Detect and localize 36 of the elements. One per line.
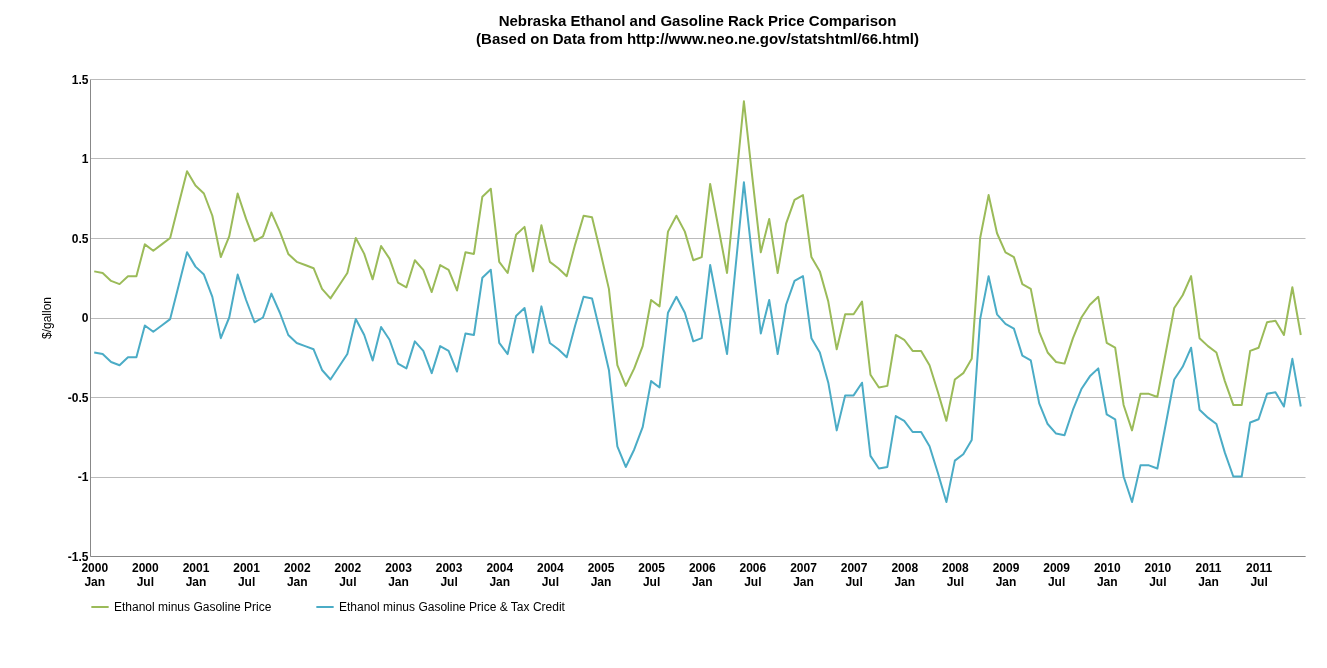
x-tick-label: 2008 Jul (941, 560, 970, 589)
y-tick-label: -1 (77, 470, 89, 484)
x-tick-label: 2006 Jul (739, 560, 767, 589)
x-tick-label: 2002 Jul (334, 560, 362, 589)
legend-label: Ethanol minus Gasoline Price & Tax Credit (339, 600, 566, 614)
y-tick-label: 1 (81, 152, 89, 166)
y-tick-label: -0.5 (67, 390, 89, 405)
x-tick-label: 2011 Jul (1246, 560, 1273, 589)
line-series (93, 181, 1302, 503)
x-tick-label: 2004 Jul (536, 560, 565, 589)
x-tick-label: 2010 Jan (1093, 560, 1121, 589)
x-tick-label: 2010 Jul (1144, 560, 1172, 589)
y-tick-label: 0 (81, 311, 89, 325)
legend-label: Ethanol minus Gasoline Price (114, 600, 272, 614)
x-tick-label: 2009 Jan (992, 560, 1020, 589)
y-tick-label: 0.5 (71, 231, 89, 246)
x-tick-label: 2007 Jan (790, 560, 818, 589)
x-tick-label: 2001 Jan (182, 560, 210, 589)
x-tick-label: 2000 Jul (131, 560, 160, 589)
x-tick-label: 2001 Jul (233, 560, 261, 589)
x-tick-label: 2011 Jan (1195, 560, 1222, 589)
x-tick-label: 2009 Jul (1043, 560, 1071, 589)
x-tick-label: 2002 Jan (283, 560, 311, 589)
x-tick-label: 2005 Jan (587, 560, 615, 589)
line-series (93, 100, 1302, 432)
x-tick-label: 2007 Jul (840, 560, 868, 589)
x-tick-label: 2008 Jan (891, 560, 919, 589)
x-tick-label: 2004 Jan (486, 560, 514, 589)
y-tick-label: 1.5 (71, 72, 89, 87)
x-tick-label: 2005 Jul (638, 560, 666, 589)
x-tick-label: 2003 Jul (435, 560, 463, 589)
chart-title: Nebraska Ethanol and Gasoline Rack Price Comparison (498, 12, 897, 29)
chart-subtitle: (Based on Data from http://www.neo.ne.gov/statshtml/66.html) (476, 30, 919, 47)
x-tick-label: 2003 Jan (385, 560, 413, 589)
x-tick-label: 2006 Jan (688, 560, 716, 589)
y-axis-title: $/gallon (39, 296, 54, 340)
